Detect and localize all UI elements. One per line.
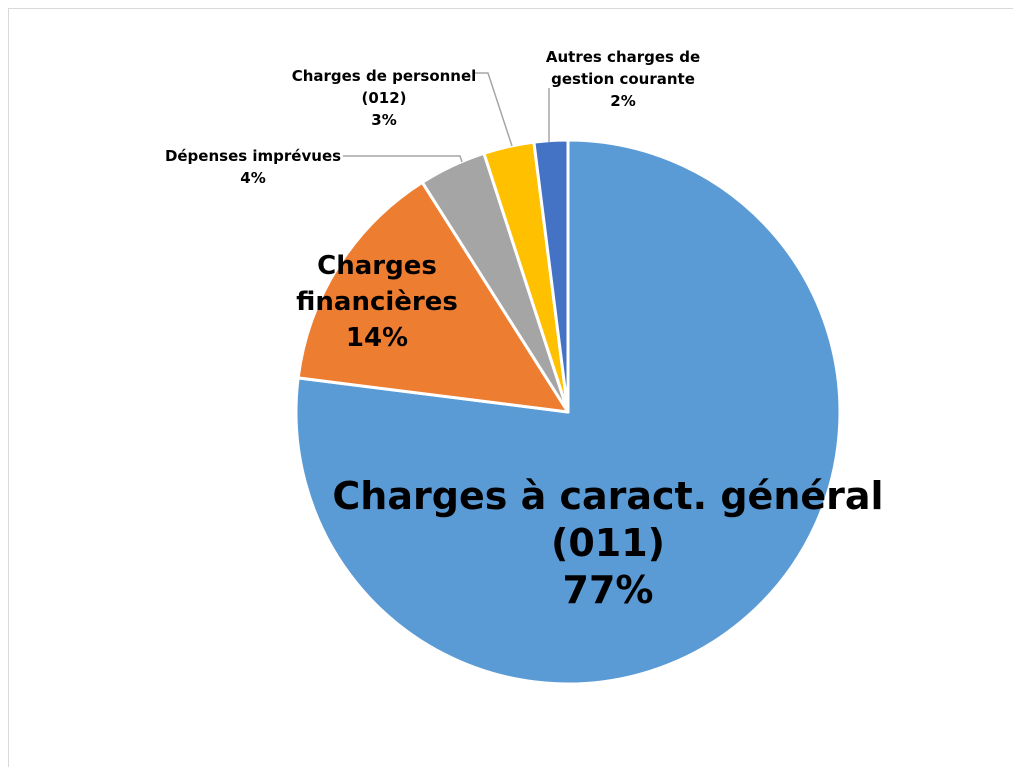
- data-label-charges-financieres: Charges financières 14%: [296, 251, 458, 353]
- data-label-line: financières: [296, 287, 458, 317]
- data-label-value: 4%: [240, 169, 265, 187]
- data-label-depenses-imprevues: Dépenses imprévues 4%: [165, 147, 341, 187]
- pie-slice-autres-charges-de-gestion-courante: [532, 138, 570, 414]
- data-label-line: Charges: [317, 251, 437, 281]
- leader-line-depenses-imprevues: [343, 155, 463, 163]
- data-label-charges-a-caract-general-011: Charges à caract. général (011) 77%: [332, 474, 883, 612]
- pie-slices: [294, 138, 842, 686]
- data-label-autres-charges-de-gestion-courante: Autres charges de gestion courante 2%: [546, 48, 700, 110]
- data-label-line: Charges à caract. général: [332, 474, 883, 518]
- data-label-line: (012): [361, 89, 406, 107]
- data-label-value: 2%: [610, 92, 635, 110]
- data-label-line: Dépenses imprévues: [165, 147, 341, 165]
- data-labels: Charges à caract. général (011) 77%Charges…: [165, 48, 884, 612]
- data-label-line: (011): [551, 521, 665, 565]
- chart-area: [8, 8, 1013, 767]
- leader-line-charges-de-personnel-012: [473, 72, 513, 147]
- data-label-line: gestion courante: [551, 70, 695, 88]
- pie-slice-charges-financieres: [296, 180, 570, 414]
- leader-lines: [343, 72, 550, 163]
- data-label-line: Charges de personnel: [292, 67, 477, 85]
- data-label-value: 14%: [346, 323, 408, 353]
- data-label-value: 3%: [371, 111, 396, 129]
- data-label-line: Autres charges de: [546, 48, 700, 66]
- data-label-charges-de-personnel-012: Charges de personnel (012) 3%: [292, 67, 477, 129]
- data-label-value: 77%: [563, 568, 654, 612]
